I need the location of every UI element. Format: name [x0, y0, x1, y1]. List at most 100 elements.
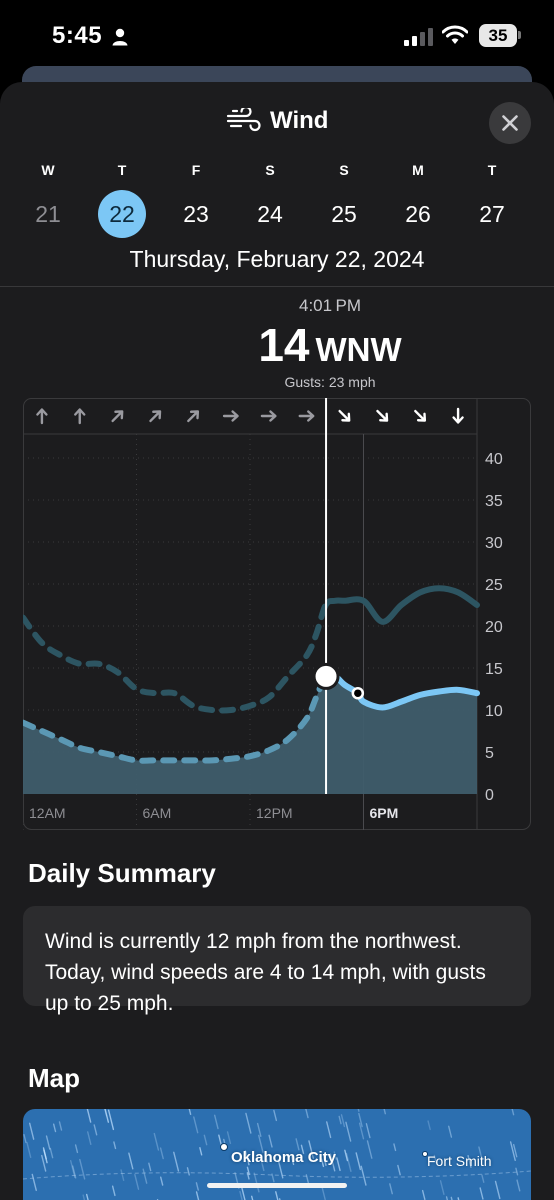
- wind-streak: [26, 1142, 32, 1159]
- y-tick-label: 25: [485, 577, 503, 594]
- wind-streak: [383, 1109, 387, 1115]
- wind-streak: [86, 1109, 92, 1123]
- wind-streak: [338, 1115, 342, 1125]
- weekday-letter: S: [339, 162, 349, 178]
- weekday-letter: T: [487, 162, 497, 178]
- day-button-25[interactable]: 25: [331, 201, 357, 227]
- readout-value: 14 WNW: [0, 318, 554, 372]
- wind-streak: [134, 1173, 140, 1190]
- close-icon: [502, 115, 518, 131]
- weekday-letter: M: [412, 162, 424, 178]
- x-tick-label: 12PM: [256, 805, 293, 821]
- battery-level: 35: [488, 26, 508, 45]
- wind-streak: [509, 1141, 516, 1162]
- wind-streak: [421, 1189, 426, 1200]
- wind-streak: [159, 1147, 164, 1160]
- wind-streak: [72, 1165, 77, 1179]
- wind-streak: [322, 1154, 327, 1167]
- wind-streak: [439, 1180, 445, 1196]
- day-button-23[interactable]: 23: [183, 201, 209, 227]
- wind-streak: [321, 1185, 326, 1200]
- readout-gusts: Gusts: 23 mph: [284, 374, 376, 390]
- sheet-header: Wind: [0, 102, 554, 142]
- day-button-26[interactable]: 26: [405, 201, 431, 227]
- gusts-line-past: [23, 599, 327, 714]
- wind-streak: [31, 1173, 37, 1192]
- wind-streak: [195, 1191, 200, 1200]
- y-tick-label: 5: [485, 745, 494, 762]
- wind-streak: [85, 1193, 89, 1200]
- divider: [0, 286, 554, 287]
- wind-direction-arrow: [36, 408, 48, 425]
- wind-streak: [245, 1112, 252, 1134]
- wind-streak: [516, 1179, 521, 1192]
- daily-summary-text: Wind is currently 12 mph from the northw…: [45, 930, 486, 1015]
- wind-streak: [128, 1152, 134, 1170]
- city-marker: [422, 1151, 428, 1157]
- wind-streak: [360, 1165, 367, 1186]
- wind-direction-arrow: [149, 410, 162, 423]
- x-tick-label: 6AM: [143, 805, 172, 821]
- wind-streak: [366, 1140, 373, 1159]
- day-button-21[interactable]: 21: [35, 201, 61, 227]
- y-tick-label: 35: [485, 493, 503, 510]
- wind-direction-arrow: [260, 410, 277, 422]
- wind-streak: [273, 1109, 278, 1122]
- cellular-signal-icon: [404, 28, 433, 46]
- wind-streak: [69, 1159, 76, 1178]
- wind-streak: [345, 1121, 352, 1142]
- status-time: 5:45: [52, 22, 103, 49]
- sheet-title: Wind: [270, 107, 329, 134]
- home-indicator: [207, 1183, 347, 1188]
- wind-streak: [340, 1114, 346, 1128]
- current-value-marker: [312, 662, 340, 690]
- wind-streak: [515, 1167, 519, 1176]
- close-button[interactable]: [489, 102, 531, 144]
- wind-streak: [256, 1122, 262, 1138]
- weekday-letter: S: [265, 162, 275, 178]
- wind-streak: [494, 1180, 501, 1200]
- wind-streak: [365, 1123, 371, 1139]
- wind-streak: [268, 1134, 273, 1148]
- wind-direction-arrow: [376, 409, 389, 422]
- wind-streak: [74, 1144, 79, 1154]
- wind-streak: [448, 1125, 453, 1138]
- wind-streak: [277, 1158, 284, 1179]
- wind-streak: [344, 1149, 349, 1162]
- wind-streak: [113, 1141, 117, 1150]
- speed-line-past: [23, 672, 327, 764]
- wind-streak: [111, 1185, 116, 1197]
- wind-direction-arrow: [338, 409, 351, 422]
- wind-detail-sheet: Wind W T F S S M T 21 22 23 24 25 26 27 Thursday, Fe…: [0, 82, 554, 1200]
- wind-direction-arrow: [111, 410, 124, 423]
- wind-streak: [253, 1172, 260, 1193]
- wind-streak: [49, 1147, 54, 1159]
- wind-streak: [58, 1121, 63, 1131]
- wind-streak: [87, 1131, 92, 1145]
- wind-streak: [23, 1133, 27, 1144]
- wind-streak: [45, 1135, 51, 1150]
- wind-direction-arrow: [298, 410, 315, 422]
- readout-time: 4:01 PM: [299, 296, 361, 315]
- day-button-22[interactable]: 22: [98, 190, 146, 238]
- wind-streak: [358, 1122, 365, 1140]
- status-bar: 5:45 35: [0, 0, 554, 70]
- wind-streak: [79, 1158, 86, 1180]
- wind-streak: [478, 1146, 482, 1158]
- day-button-27[interactable]: 27: [479, 201, 505, 227]
- wind-streak: [28, 1122, 35, 1140]
- daily-summary-heading: Daily Summary: [28, 858, 216, 888]
- wind-streak: [271, 1173, 275, 1183]
- wind-streak: [305, 1109, 309, 1119]
- wind-streak: [358, 1112, 363, 1128]
- wind-direction-arrow: [452, 407, 464, 424]
- day-button-24[interactable]: 24: [257, 201, 283, 227]
- wind-streak: [241, 1187, 246, 1200]
- wind-streak: [333, 1151, 337, 1160]
- wind-streak: [427, 1120, 431, 1131]
- wind-streak: [389, 1183, 393, 1195]
- wind-streak: [173, 1151, 180, 1172]
- wind-chart[interactable]: 0 5 10 15 20 25 30 35 40 12AM 6AM 12PM 6PM: [23, 398, 531, 830]
- wind-streak: [320, 1158, 325, 1168]
